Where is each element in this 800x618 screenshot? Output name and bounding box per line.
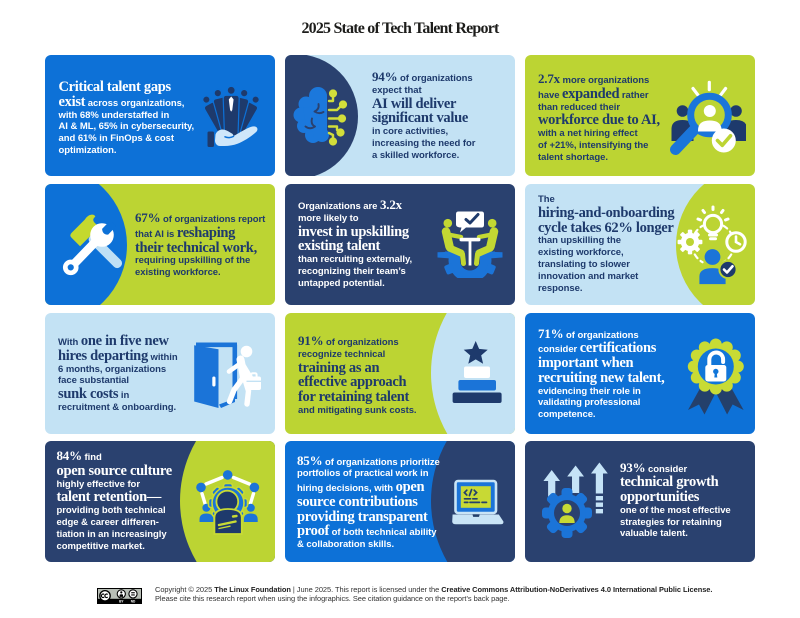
svg-text:ND: ND: [131, 599, 136, 603]
svg-text:BY: BY: [119, 599, 124, 603]
